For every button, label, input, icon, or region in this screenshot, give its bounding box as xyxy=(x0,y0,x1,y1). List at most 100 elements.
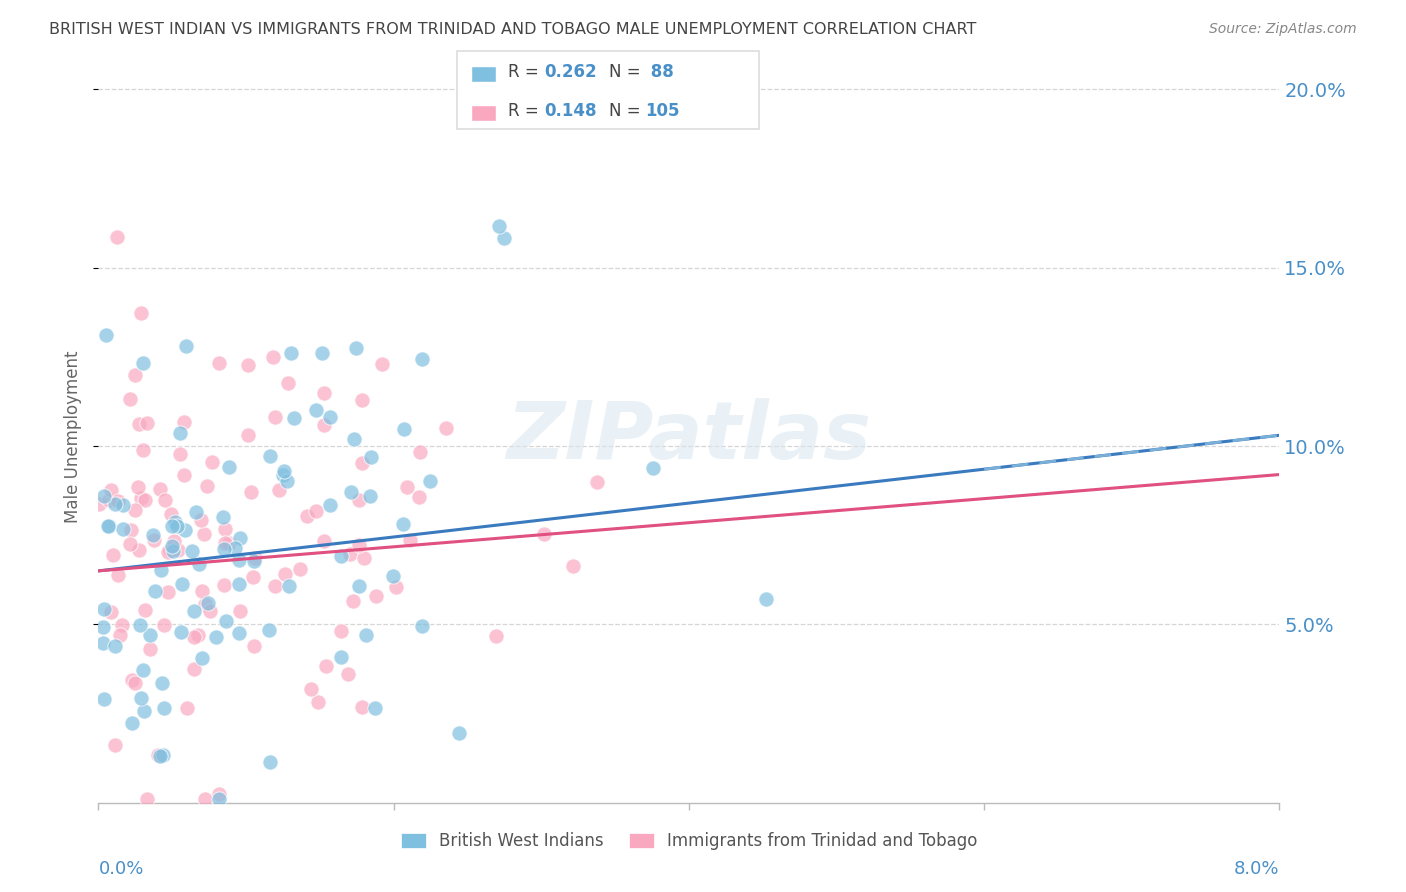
Point xyxy=(148,747,170,762)
Point xyxy=(127,480,149,494)
Point xyxy=(411,351,433,366)
Point xyxy=(229,531,252,545)
Point xyxy=(190,650,212,665)
Point xyxy=(277,376,299,391)
Point xyxy=(187,628,209,642)
Point xyxy=(273,464,295,478)
Point xyxy=(299,681,322,696)
Point xyxy=(290,562,312,576)
Point xyxy=(120,392,142,407)
Point xyxy=(329,650,352,665)
Point xyxy=(142,533,165,547)
Point xyxy=(129,491,152,505)
Point xyxy=(111,618,134,632)
Point xyxy=(330,624,353,639)
Text: N =: N = xyxy=(609,103,645,120)
Point xyxy=(350,456,373,470)
Point xyxy=(183,630,205,644)
Point xyxy=(360,489,382,503)
Point xyxy=(354,628,377,642)
Point xyxy=(174,524,197,538)
Point xyxy=(134,603,156,617)
Point xyxy=(153,493,176,508)
Point xyxy=(419,474,441,488)
Point xyxy=(157,545,180,559)
Point xyxy=(169,447,191,461)
Point xyxy=(307,695,329,709)
Point xyxy=(94,327,117,342)
Point xyxy=(315,658,337,673)
Point xyxy=(191,584,214,599)
Point xyxy=(132,356,155,370)
Point xyxy=(104,639,127,653)
Point xyxy=(212,509,235,524)
Point xyxy=(305,504,328,518)
Point xyxy=(353,550,375,565)
Point xyxy=(533,526,555,541)
Point xyxy=(132,663,155,677)
Point xyxy=(128,618,150,632)
Point xyxy=(163,515,186,529)
Point xyxy=(134,492,156,507)
Point xyxy=(360,450,382,464)
Point xyxy=(100,605,122,619)
Point xyxy=(188,558,211,572)
Text: Source: ZipAtlas.com: Source: ZipAtlas.com xyxy=(1209,22,1357,37)
Point xyxy=(271,468,294,483)
Point xyxy=(128,542,150,557)
Legend: British West Indians, Immigrants from Trinidad and Tobago: British West Indians, Immigrants from Tr… xyxy=(394,825,984,856)
Point xyxy=(93,691,115,706)
Text: 0.0%: 0.0% xyxy=(98,860,143,878)
Point xyxy=(318,409,340,424)
Point xyxy=(409,444,432,458)
Point xyxy=(340,485,363,500)
Point xyxy=(385,580,408,594)
Point xyxy=(494,231,516,245)
Point xyxy=(150,676,173,690)
Point xyxy=(214,522,236,536)
Point xyxy=(97,518,120,533)
Point xyxy=(434,421,457,435)
Point xyxy=(166,543,188,558)
Point xyxy=(136,416,159,430)
Point xyxy=(160,507,183,521)
Point xyxy=(97,518,120,533)
Point xyxy=(366,589,388,603)
Point xyxy=(257,623,280,637)
Point xyxy=(364,701,387,715)
Point xyxy=(312,386,335,401)
Point xyxy=(242,570,264,584)
Point xyxy=(314,533,336,548)
Point xyxy=(343,432,366,446)
Point xyxy=(162,519,184,533)
Point xyxy=(152,748,174,763)
Point xyxy=(166,519,188,533)
Point xyxy=(93,602,115,616)
Point xyxy=(190,513,212,527)
Point xyxy=(97,493,120,508)
Point xyxy=(186,505,208,519)
Point xyxy=(311,346,333,360)
Point xyxy=(339,547,361,561)
Point xyxy=(176,701,198,715)
Point xyxy=(399,533,422,547)
Text: 0.148: 0.148 xyxy=(544,103,596,120)
Point xyxy=(561,558,583,573)
Point xyxy=(111,498,134,512)
Point xyxy=(214,542,236,557)
Point xyxy=(280,346,302,360)
Point xyxy=(108,628,131,642)
Point xyxy=(91,636,114,650)
Point xyxy=(586,475,609,489)
Point xyxy=(342,594,364,608)
Point xyxy=(194,597,217,611)
Point xyxy=(173,415,195,429)
Point xyxy=(149,482,172,496)
Point xyxy=(93,490,115,504)
Point xyxy=(347,579,370,593)
Point xyxy=(239,484,262,499)
Point xyxy=(160,539,183,553)
Point xyxy=(391,516,413,531)
Point xyxy=(344,342,367,356)
Point xyxy=(174,339,197,353)
